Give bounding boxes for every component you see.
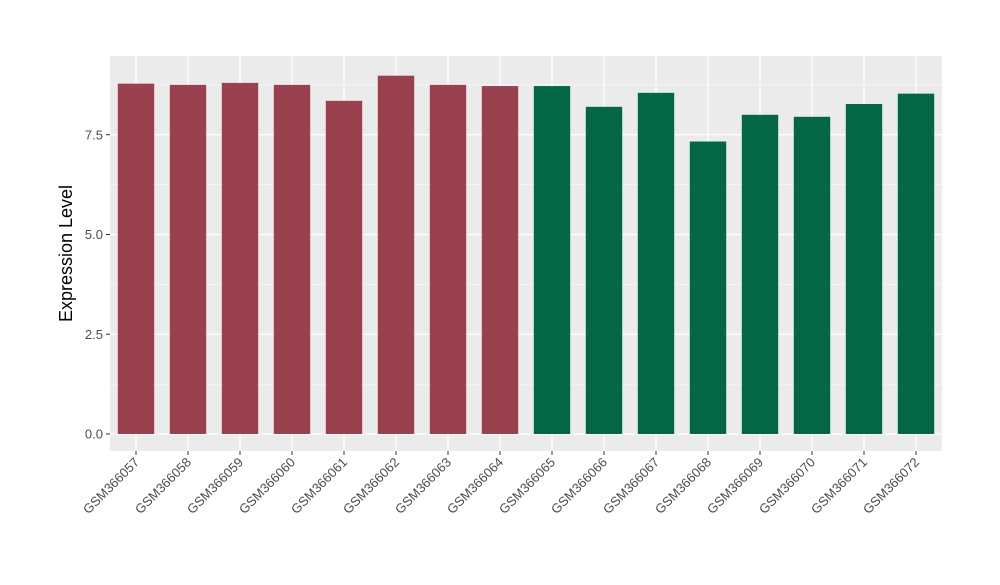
bar: [117, 83, 155, 434]
bar: [897, 93, 935, 434]
bar: [533, 86, 571, 435]
y-tick-label: 2.5: [85, 327, 103, 342]
bar: [429, 84, 467, 434]
y-axis: 0.0 2.5 5.0 7.5: [85, 127, 110, 442]
bar: [377, 75, 415, 434]
bar: [273, 84, 311, 434]
bar: [585, 106, 623, 434]
x-axis: GSM366057GSM366058GSM366059GSM366060GSM3…: [80, 451, 922, 517]
y-axis-label: Expression Level: [56, 185, 76, 322]
y-tick-label: 5.0: [85, 227, 103, 242]
bar: [637, 92, 675, 434]
y-tick-label: 0.0: [85, 427, 103, 442]
x-tick-label: GSM366072: [860, 455, 922, 517]
bar: [325, 100, 363, 435]
bar: [169, 84, 207, 434]
bar: [481, 86, 519, 435]
bar: [221, 82, 259, 434]
bar: [741, 114, 779, 435]
bar: [689, 141, 727, 434]
bar: [793, 116, 831, 435]
bar-series: [117, 75, 935, 435]
bar: [845, 104, 883, 434]
y-tick-label: 7.5: [85, 127, 103, 142]
